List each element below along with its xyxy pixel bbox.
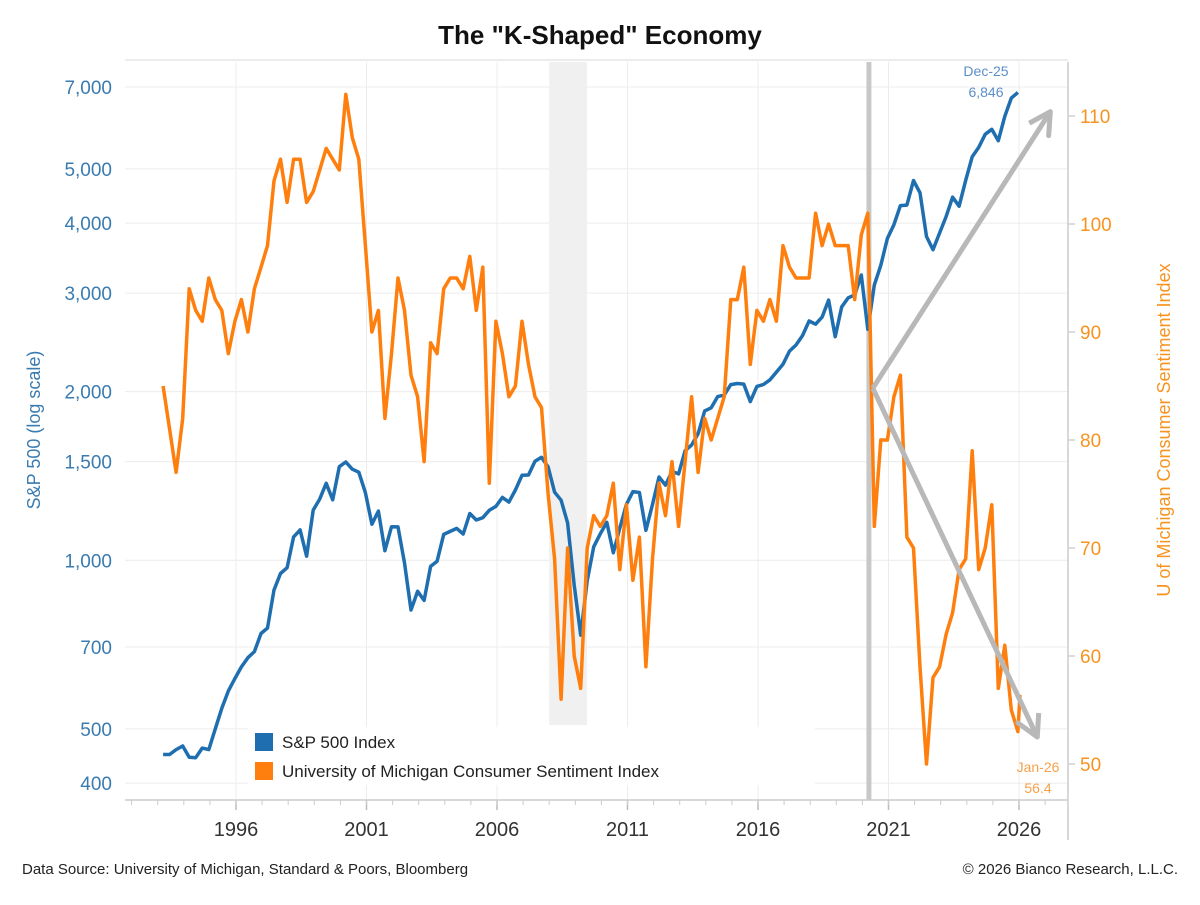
right-axis-label: U of Michigan Consumer Sentiment Index	[1154, 263, 1174, 596]
annotation-sentiment-value: 56.4	[1024, 780, 1051, 796]
right-tick-label: 90	[1080, 323, 1101, 344]
annotation-sentiment-date: Jan-26	[1017, 759, 1060, 775]
x-tick-label: 2006	[475, 819, 520, 841]
right-tick-label: 60	[1080, 647, 1101, 668]
chart-title: The "K-Shaped" Economy	[438, 20, 762, 50]
left-tick-label: 1,000	[64, 551, 112, 572]
annotation-sp500-date: Dec-25	[963, 63, 1008, 79]
left-tick-label: 400	[80, 774, 112, 795]
up-arrow	[870, 110, 1053, 390]
sentiment-line	[161, 92, 1022, 766]
legend: S&P 500 Index University of Michigan Con…	[248, 727, 815, 785]
annotation-sp500-value: 6,846	[968, 84, 1003, 100]
copyright: © 2026 Bianco Research, L.L.C.	[963, 861, 1178, 878]
left-tick-label: 2,000	[64, 383, 112, 404]
right-tick-label: 80	[1080, 431, 1101, 452]
left-axis-label: S&P 500 (log scale)	[24, 351, 44, 510]
left-tick-label: 5,000	[64, 160, 112, 181]
x-tick-label: 1996	[214, 819, 259, 841]
sp500-line	[163, 91, 1020, 760]
left-tick-label: 7,000	[64, 78, 112, 99]
x-tick-label: 2011	[606, 819, 649, 841]
right-tick-label: 50	[1080, 755, 1101, 776]
right-tick-label: 110	[1080, 107, 1110, 128]
legend-label-sentiment: University of Michigan Consumer Sentimen…	[282, 762, 659, 781]
x-tick-label: 2026	[997, 819, 1042, 841]
x-tick-label: 2021	[866, 819, 911, 841]
down-arrow	[870, 387, 1040, 739]
right-tick-label: 100	[1080, 215, 1112, 236]
left-tick-label: 500	[80, 720, 112, 741]
arrowhead-icon	[1015, 712, 1042, 740]
legend-background	[248, 727, 815, 785]
legend-label-sp500: S&P 500 Index	[282, 733, 396, 752]
left-tick-label: 700	[80, 638, 112, 659]
legend-swatch-sp500	[255, 733, 273, 751]
left-tick-label: 1,500	[64, 453, 112, 474]
x-tick-label: 2001	[344, 819, 389, 841]
data-source: Data Source: University of Michigan, Sta…	[22, 861, 468, 878]
x-tick-label: 2016	[736, 819, 781, 841]
left-tick-label: 3,000	[64, 284, 112, 305]
legend-swatch-sentiment	[255, 762, 273, 780]
left-tick-label: 4,000	[64, 214, 112, 235]
arrowhead-icon	[1028, 109, 1053, 139]
right-tick-label: 70	[1080, 539, 1101, 560]
